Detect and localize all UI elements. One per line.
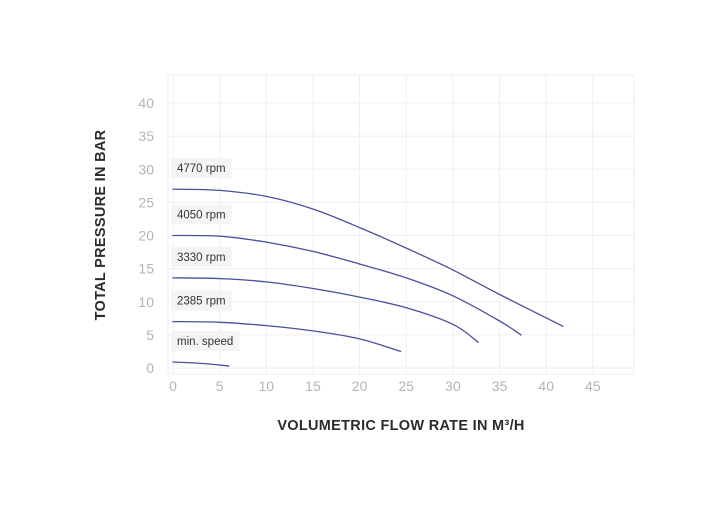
x-tick-label: 35	[492, 378, 508, 394]
series-label: 4050 rpm	[177, 210, 226, 222]
y-tick-label: 15	[138, 261, 154, 277]
series-line	[172, 234, 522, 336]
x-tick-label: 20	[352, 378, 368, 394]
y-tick-labels: 0 5 10 15 20 25 30 35 40	[138, 95, 154, 376]
y-tick-label: 5	[146, 327, 154, 343]
series-label: 4770 rpm	[177, 163, 226, 175]
y-tick-label: 0	[146, 360, 154, 376]
series-line	[172, 277, 479, 343]
series-label: 3330 rpm	[177, 252, 226, 264]
series-line	[172, 188, 564, 327]
y-tick-label: 20	[138, 228, 154, 244]
series-label-box	[171, 204, 232, 225]
x-tick-label: 25	[398, 378, 414, 394]
x-tick-label: 45	[585, 378, 601, 394]
x-tick-labels: 0 5 10 15 20 25 30 35 40 45	[169, 378, 601, 394]
x-tick-label: 15	[305, 378, 321, 394]
plot-border	[167, 74, 635, 375]
series-label-box	[171, 290, 232, 311]
grid	[167, 74, 635, 375]
y-tick-label: 25	[138, 194, 154, 210]
y-tick-label: 35	[138, 128, 154, 144]
series-line	[172, 320, 402, 353]
y-axis-title: TOTAL PRESSURE IN BAR	[93, 129, 109, 320]
series-label-box	[171, 246, 232, 267]
series-label-box	[171, 331, 240, 352]
y-tick-label: 30	[138, 161, 154, 177]
x-tick-label: 40	[538, 378, 554, 394]
x-tick-label: 10	[259, 378, 275, 394]
y-tick-label: 40	[138, 95, 154, 111]
series-label: min. speed	[177, 336, 233, 348]
series-labels: 4770 rpm 4050 rpm 3330 rpm 2385 rpm min. spe…	[171, 158, 240, 352]
x-tick-label: 0	[169, 378, 177, 394]
series-label-box	[171, 158, 232, 179]
series-lines	[172, 188, 564, 367]
x-tick-label: 30	[445, 378, 461, 394]
series-line	[172, 361, 230, 367]
x-axis-title: VOLUMETRIC FLOW RATE IN M³/H	[277, 418, 524, 434]
x-tick-label: 5	[216, 378, 224, 394]
y-tick-label: 10	[138, 294, 154, 310]
series-label: 2385 rpm	[177, 296, 226, 308]
